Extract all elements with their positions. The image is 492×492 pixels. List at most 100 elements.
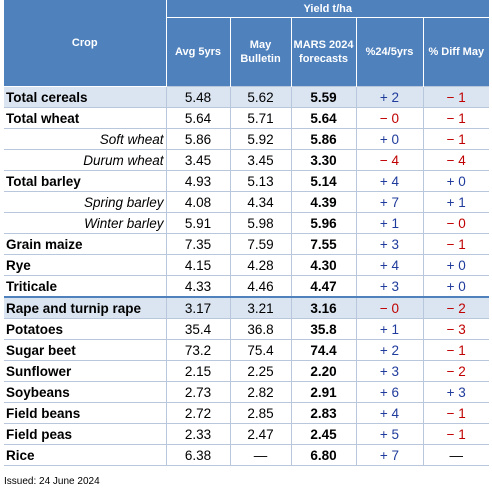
crop-name: Soft wheat [4,128,166,150]
crop-name: Rice [4,444,166,466]
may-bulletin-value: 5.62 [229,86,291,108]
crop-name: Total barley [4,170,166,192]
mars-forecast-value: 2.91 [290,381,356,403]
may-bulletin-value: 2.85 [229,402,291,424]
mars-forecast-value: 4.30 [290,254,356,276]
pct-vs-5yrs-value: + 3 [355,360,423,382]
pct-vs-5yrs-value: + 4 [355,402,423,424]
avg-5yrs-value: 4.93 [165,170,230,192]
mars-forecast-value: 5.64 [290,107,356,129]
mars-forecast-value: 35.8 [290,318,356,340]
table-row: Field peas 2.33 2.47 2.45 + 5 − 1 [4,423,490,445]
pct-vs-5yrs-value: + 3 [355,275,423,297]
avg-5yrs-value: 4.08 [165,191,230,213]
pct-vs-5yrs-value: + 0 [355,128,423,150]
table-row: Spring barley 4.08 4.34 4.39 + 7 + 1 [4,191,490,213]
crop-name: Grain maize [4,233,166,255]
table-row: Sugar beet 73.2 75.4 74.4 + 2 − 1 [4,339,490,361]
pct-diff-may-value: + 0 [422,275,490,297]
avg-5yrs-value: 7.35 [165,233,230,255]
pct-diff-may-value: − 0 [422,212,490,234]
crop-name: Rape and turnip rape [4,296,166,319]
pct-diff-may-value: − 1 [422,128,490,150]
may-bulletin-value: 5.71 [229,107,291,129]
mars-forecast-value: 5.14 [290,170,356,192]
may-bulletin-value: 5.92 [229,128,291,150]
pct-vs-5yrs-value: − 0 [355,296,423,319]
may-bulletin-value: 5.13 [229,170,291,192]
may-bulletin-value: 4.34 [229,191,291,213]
pct-diff-may-value: − 2 [422,296,490,319]
avg-5yrs-value: 4.15 [165,254,230,276]
yield-forecast-table: Crop Yield t/ha Avg 5yrs May Bulletin MA… [4,0,490,466]
pct-vs-5yrs-value: + 7 [355,444,423,466]
pct-vs-5yrs-value: + 2 [355,339,423,361]
mars-forecast-value: 7.55 [290,233,356,255]
mars-forecast-value: 2.20 [290,360,356,382]
avg-5yrs-value: 5.86 [165,128,230,150]
avg-5yrs-value: 6.38 [165,444,230,466]
avg-5yrs-value: 73.2 [165,339,230,361]
crop-name: Soybeans [4,381,166,403]
crop-name: Winter barley [4,212,166,234]
pct-diff-may-value: + 0 [422,170,490,192]
mars-forecast-value: 6.80 [290,444,356,466]
mars-forecast-value: 2.83 [290,402,356,424]
may-bulletin-header: May Bulletin [229,17,291,87]
avg-5yrs-value: 5.64 [165,107,230,129]
pct-vs-5yrs-value: + 1 [355,318,423,340]
pct-diff-may-value: — [422,444,490,466]
pct-vs-5yrs-value: + 7 [355,191,423,213]
crop-name: Field peas [4,423,166,445]
mars-forecast-value: 5.86 [290,128,356,150]
pct-vs-5yrs-value: + 6 [355,381,423,403]
table-row: Durum wheat 3.45 3.45 3.30 − 4 − 4 [4,149,490,171]
may-bulletin-value: 7.59 [229,233,291,255]
crop-name: Spring barley [4,191,166,213]
crop-name: Field beans [4,402,166,424]
table-row: Rye 4.15 4.28 4.30 + 4 + 0 [4,254,490,276]
table-row: Potatoes 35.4 36.8 35.8 + 1 − 3 [4,318,490,340]
mars-forecast-value: 4.39 [290,191,356,213]
crop-name: Rye [4,254,166,276]
may-bulletin-value: 3.45 [229,149,291,171]
table-row: Sunflower 2.15 2.25 2.20 + 3 − 2 [4,360,490,382]
avg-5yrs-value: 2.33 [165,423,230,445]
crop-column-header: Crop [4,0,166,87]
may-bulletin-value: 4.28 [229,254,291,276]
may-bulletin-value: 3.21 [229,296,291,319]
may-bulletin-value: 4.46 [229,275,291,297]
crop-name: Total wheat [4,107,166,129]
mars-forecast-header: MARS 2024 forecasts [290,17,356,87]
may-bulletin-value: — [229,444,291,466]
crop-name: Triticale [4,275,166,297]
pct-vs-5yrs-value: + 5 [355,423,423,445]
pct-diff-may-value: − 3 [422,318,490,340]
pct-diff-may-value: − 1 [422,107,490,129]
pct-diff-may-value: + 0 [422,254,490,276]
pct-vs-5yrs-value: + 4 [355,254,423,276]
avg-5yrs-value: 2.15 [165,360,230,382]
avg-5yrs-value: 4.33 [165,275,230,297]
avg-5yrs-value: 2.73 [165,381,230,403]
table-row: Soybeans 2.73 2.82 2.91 + 6 + 3 [4,381,490,403]
pct-diff-may-value: − 1 [422,423,490,445]
pct-diff-may-header: % Diff May [422,17,490,87]
may-bulletin-value: 5.98 [229,212,291,234]
table-row: Grain maize 7.35 7.59 7.55 + 3 − 1 [4,233,490,255]
table-row: Total barley 4.93 5.13 5.14 + 4 + 0 [4,170,490,192]
mars-forecast-value: 74.4 [290,339,356,361]
table-row: Total cereals 5.48 5.62 5.59 + 2 − 1 [4,86,490,108]
pct-vs-5yrs-header: %24/5yrs [355,17,423,87]
may-bulletin-value: 2.47 [229,423,291,445]
may-bulletin-value: 2.82 [229,381,291,403]
avg-5yrs-value: 3.45 [165,149,230,171]
table-row: Rice 6.38 — 6.80 + 7 — [4,444,490,466]
pct-diff-may-value: − 4 [422,149,490,171]
pct-vs-5yrs-value: + 4 [355,170,423,192]
mars-forecast-value: 2.45 [290,423,356,445]
avg-5yrs-value: 3.17 [165,296,230,319]
table-row: Triticale 4.33 4.46 4.47 + 3 + 0 [4,275,490,297]
pct-diff-may-value: − 2 [422,360,490,382]
table-row: Winter barley 5.91 5.98 5.96 + 1 − 0 [4,212,490,234]
